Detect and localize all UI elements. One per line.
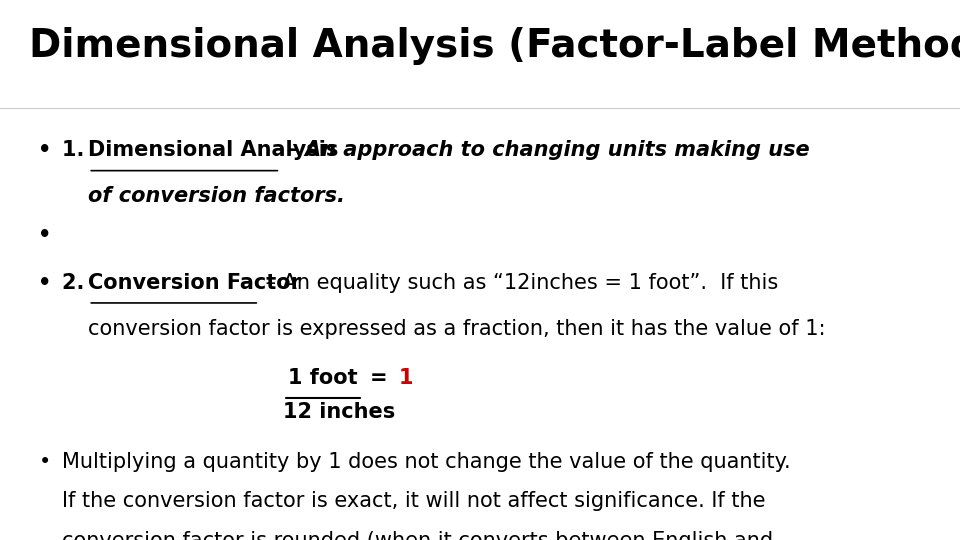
Text: •: • <box>38 273 52 293</box>
Text: =: = <box>370 368 395 388</box>
Text: 1: 1 <box>398 368 413 388</box>
Text: – An approach to changing units making use: – An approach to changing units making u… <box>280 140 810 160</box>
Text: Dimensional Analysis (Factor-Label Method): Dimensional Analysis (Factor-Label Metho… <box>29 27 960 65</box>
Text: •: • <box>38 225 52 245</box>
Text: If the conversion factor is exact, it will not affect significance. If the: If the conversion factor is exact, it wi… <box>62 491 766 511</box>
Text: •: • <box>38 140 52 160</box>
Text: Multiplying a quantity by 1 does not change the value of the quantity.: Multiplying a quantity by 1 does not cha… <box>62 452 791 472</box>
Text: 1.: 1. <box>62 140 92 160</box>
Text: •: • <box>38 452 51 472</box>
Text: conversion factor is expressed as a fraction, then it has the value of 1:: conversion factor is expressed as a frac… <box>88 319 826 339</box>
Text: – An equality such as “12inches = 1 foot”.  If this: – An equality such as “12inches = 1 foot… <box>259 273 779 293</box>
Text: conversion factor is rounded (when it converts between English and: conversion factor is rounded (when it co… <box>62 531 774 540</box>
Text: 2.: 2. <box>62 273 92 293</box>
Text: Conversion Factor: Conversion Factor <box>88 273 301 293</box>
Text: 12 inches: 12 inches <box>283 402 396 422</box>
Text: Dimensional Analysis: Dimensional Analysis <box>88 140 339 160</box>
Text: 1 foot: 1 foot <box>288 368 358 388</box>
Text: of conversion factors.: of conversion factors. <box>88 186 346 206</box>
